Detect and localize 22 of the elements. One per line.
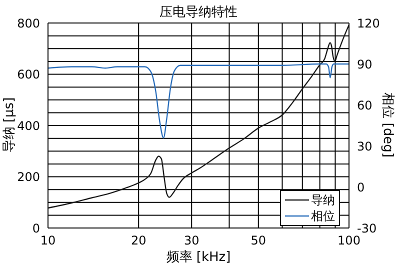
x-axis-title: 频率 [kHz]: [165, 249, 232, 266]
chart-title: 压电导纳特性: [158, 4, 238, 21]
y2-tick-label: 90: [357, 57, 372, 72]
x-tick-label: 20: [130, 234, 146, 248]
y2-tick-label: 0: [357, 180, 365, 194]
x-tick-label: 10: [40, 234, 56, 248]
x-tick-label: 100: [338, 234, 360, 248]
y2-axis-title: 相位 [deg]: [379, 92, 396, 158]
y-tick-label: 600: [17, 68, 40, 82]
y-tick-label: 400: [17, 118, 40, 133]
y-axis-title: 导纳 [μs]: [1, 97, 18, 153]
y-tick-label: 800: [17, 16, 40, 30]
y2-tick-label: -30: [357, 221, 377, 236]
x-tick-label: 30: [184, 234, 200, 248]
legend-label: 相位: [311, 208, 335, 224]
y2-tick-label: 60: [357, 98, 372, 112]
y-tick-label: 0: [32, 221, 40, 236]
legend-label: 导纳: [311, 192, 335, 208]
y2-tick-label: 30: [357, 139, 372, 154]
y2-tick-label: 120: [357, 16, 380, 30]
y-tick-label: 200: [17, 170, 40, 184]
x-tick-label: 50: [250, 234, 266, 248]
